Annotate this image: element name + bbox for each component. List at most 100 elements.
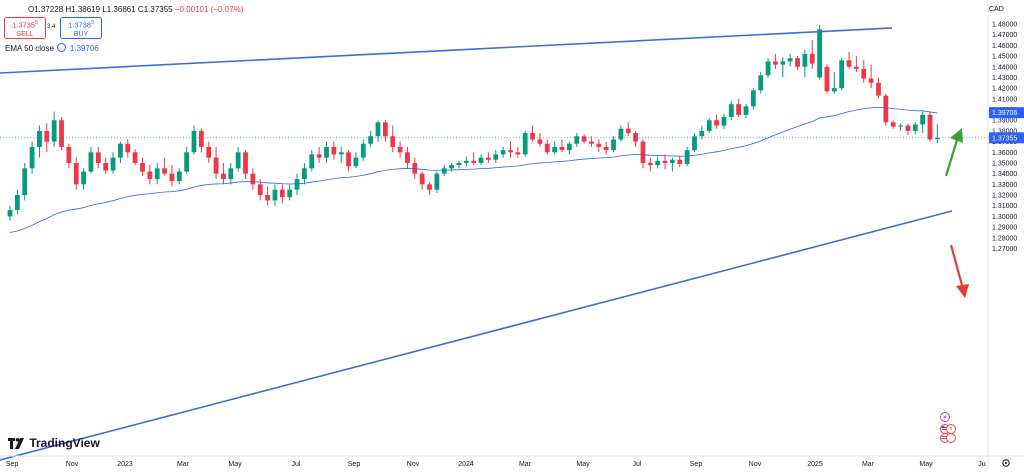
ema-price-tag-label: 1.39706 [992,110,1017,117]
candle-up [287,184,293,201]
candle-up [7,205,13,221]
candle-up [750,88,756,110]
tradingview-logo[interactable]: TradingView [8,436,100,450]
candle-body [662,160,668,163]
ohlc-open: O1.37228 [28,5,64,14]
candle-up [456,160,462,169]
eye-icon[interactable] [56,43,66,52]
candle-up [706,118,712,134]
buy-label: BUY [73,30,89,38]
candle-down [809,40,815,69]
candle-down [736,98,742,118]
lower-trend-line[interactable] [0,210,953,461]
candle-body [625,128,631,134]
candle-down [132,149,138,166]
candle-body [331,146,337,155]
y-tick-label: 1.34000 [992,171,1017,178]
candle-down [714,114,719,129]
candle-up [368,130,374,147]
candle-body [537,139,543,144]
candle-body [7,210,13,217]
ca-flag-icon-2[interactable] [946,433,956,443]
candle-up [302,162,307,185]
spread-value: 3.4 [47,24,56,30]
y-tick-label: 1.30000 [992,214,1017,221]
upper-trend-line[interactable] [0,27,893,74]
buy-button[interactable]: 1.37389 BUY [60,17,102,39]
x-tick-label: Ju [978,461,986,468]
candle-down [279,184,285,204]
candle-body [868,78,874,83]
candle-down [876,77,881,99]
candle-body [368,136,374,144]
x-tick-label: Mar [519,461,532,468]
candle-body [721,117,727,126]
candle-up [692,133,697,153]
candle-body [419,173,425,185]
last-price-tag-label: 1.37355 [992,135,1017,142]
candle-body [574,136,580,144]
y-tick-label: 1.31000 [992,203,1017,210]
sell-price: 1.3735 [12,20,36,30]
candle-up [235,146,241,172]
candle-body [147,171,153,180]
candle-body [154,168,160,180]
candle-down [537,133,543,147]
ca-flag-icon[interactable] [946,424,956,434]
candle-down [486,152,491,163]
time-axis[interactable]: Sep Nov 2023 Mar May Jul Sep Nov 2024 Mar May Jul Se… [0,455,1024,468]
candle-body [302,168,307,180]
candle-down [147,165,153,185]
candle-down [59,117,64,151]
candle-down [581,134,587,144]
candle-body [228,168,234,180]
candle-down [662,154,668,170]
candle-down [868,64,874,89]
last-price-tag [989,132,1024,144]
candle-up [787,53,793,67]
candle-down [265,186,270,206]
ohlc-legend: O1.37228 H1.38619 L1.36861 C1.37355 −0.0… [28,5,243,14]
candle-down [647,157,653,172]
candle-body [552,146,558,153]
lightning-icon[interactable] [940,412,950,422]
ema-legend[interactable]: EMA 50 close 1.39706 [5,43,99,53]
candle-body [88,152,94,172]
candle-down [346,150,351,172]
candle-body [795,58,800,67]
candles [7,25,940,221]
candle-down [890,120,896,129]
down-arrow-head [956,284,969,298]
candle-body [758,75,764,91]
x-tick-label: Nov [407,461,420,468]
candle-up [184,146,190,174]
candle-up [353,152,359,169]
candle-down [927,111,933,142]
tradingview-logo-icon [8,438,24,449]
candle-body [405,152,410,163]
candle-body [346,152,351,167]
sell-button[interactable]: 1.37355 SELL [4,17,46,39]
gear-icon[interactable] [1002,459,1010,467]
price-axis[interactable]: 1.48000 1.47000 1.46000 1.45000 1.44000 1.430… [987,0,1024,469]
candle-body [692,136,697,151]
y-tick-label: 1.33000 [992,182,1017,189]
event-icons[interactable] [938,412,960,449]
candle-down [633,130,638,147]
ema-label: EMA 50 close [5,44,54,53]
candle-body [103,162,109,171]
candle-body [861,68,867,79]
brand-name: TradingView [29,436,100,450]
candle-body [191,130,197,153]
candle-body [714,120,719,126]
candle-body [309,154,315,169]
candle-up [88,146,94,174]
x-tick-label: Nov [749,461,762,468]
x-tick-label: 2025 [807,461,823,468]
candle-up [721,113,727,129]
candle-body [390,136,396,147]
candle-body [559,146,565,151]
gear-icon-ring [1002,459,1010,467]
